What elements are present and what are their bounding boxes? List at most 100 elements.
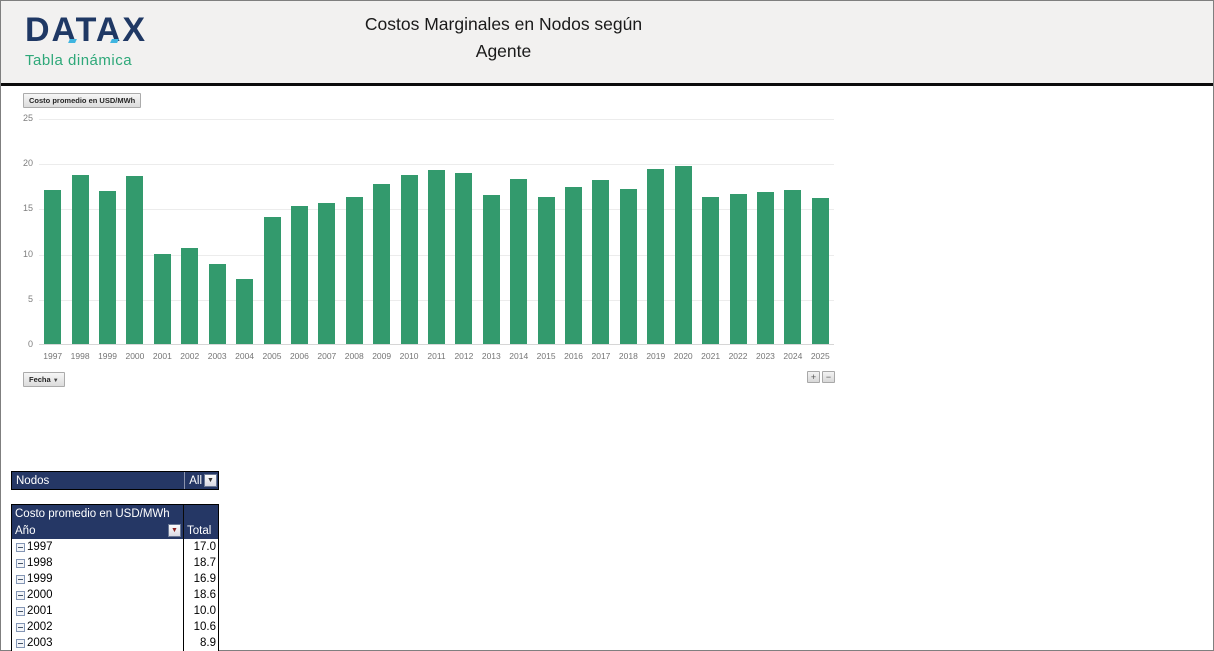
x-axis-label: 2002	[180, 351, 200, 361]
x-axis-label: 2021	[701, 351, 721, 361]
year-label: 1998	[27, 557, 53, 569]
table-row: 1999 16.9	[12, 571, 218, 587]
x-axis-label: 2005	[262, 351, 282, 361]
page-title: Costos Marginales en Nodos según Agente	[1, 11, 1006, 65]
pivot-table: Costo promedio en USD/MWh Año ▼ Total 19…	[11, 504, 219, 651]
x-axis-label: 2007	[317, 351, 337, 361]
chart-plot-area	[39, 119, 834, 345]
x-axis-label: 1997	[43, 351, 63, 361]
x-axis-label: 2025	[810, 351, 830, 361]
x-axis-label: 2015	[536, 351, 556, 361]
table-row: 1998 18.7	[12, 555, 218, 571]
logo: DATAX Tabla dinámica	[25, 11, 148, 69]
bar-2003	[208, 263, 226, 344]
pivot-title-empty-cell	[183, 505, 218, 522]
pivot-chart: Costo promedio en USD/MWh 0 5 10 15 20 25 199…	[1, 89, 851, 391]
chevron-down-icon: ▼	[207, 477, 214, 484]
x-axis-label: 2024	[783, 351, 803, 361]
x-axis-label: 2009	[372, 351, 392, 361]
bar-2025	[811, 197, 829, 344]
x-axis-label: 2010	[399, 351, 419, 361]
collapse-box-icon[interactable]	[16, 638, 25, 648]
x-axis-label: 2008	[344, 351, 364, 361]
bar-2001	[153, 253, 171, 344]
bar-2023	[756, 192, 774, 344]
x-axis-label: 2001	[152, 351, 172, 361]
filter-value: All	[189, 474, 202, 487]
x-axis-label: 2014	[509, 351, 529, 361]
expand-field-button[interactable]: +	[807, 371, 820, 383]
year-label: 1997	[27, 541, 53, 553]
table-row: 2001 10.0	[12, 603, 218, 619]
y-axis-label: 10	[22, 248, 33, 259]
bar-1999	[99, 191, 117, 344]
value-field-button[interactable]: Costo promedio en USD/MWh	[23, 93, 142, 108]
x-axis-label: 2006	[289, 351, 309, 361]
bar-2016	[565, 186, 583, 344]
total-cell: 8.9	[183, 635, 218, 651]
bar-2014	[510, 179, 528, 344]
bar-1998	[71, 174, 89, 344]
x-axis-label: 2017	[591, 351, 611, 361]
chevron-down-icon: ▼	[52, 378, 59, 384]
x-axis-label: 2022	[728, 351, 748, 361]
year-cell: 2003	[12, 635, 183, 651]
table-row: 2000 18.6	[12, 587, 218, 603]
year-label: 2002	[27, 621, 53, 633]
header-band: DATAX Tabla dinámica Costos Marginales e…	[1, 1, 1213, 86]
logo-subtitle: Tabla dinámica	[25, 51, 133, 69]
bar-2004	[236, 278, 254, 344]
bar-2009	[373, 184, 391, 344]
table-row: 2003 8.9	[12, 635, 218, 651]
x-axis-label: 2000	[125, 351, 145, 361]
collapse-box-icon[interactable]	[16, 542, 25, 552]
total-cell: 18.7	[183, 555, 218, 571]
x-axis-label: 1998	[70, 351, 90, 361]
x-axis-label: 2003	[207, 351, 227, 361]
bar-2017	[592, 180, 610, 344]
report-filter: Nodos All ▼	[11, 471, 219, 490]
year-cell: 2002	[12, 619, 183, 635]
x-axis-label: 2018	[618, 351, 638, 361]
collapse-box-icon[interactable]	[16, 558, 25, 568]
bar-2021	[702, 196, 720, 344]
value-header-cell: Total	[183, 522, 218, 539]
year-label: 2001	[27, 605, 53, 617]
collapse-box-icon[interactable]	[16, 622, 25, 632]
bar-2019	[647, 168, 665, 344]
collapse-box-icon[interactable]	[16, 606, 25, 616]
y-axis-label: 25	[22, 113, 33, 123]
row-header-dropdown-button[interactable]: ▼	[168, 524, 181, 537]
collapse-field-button[interactable]: −	[822, 371, 835, 383]
collapse-box-icon[interactable]	[16, 574, 25, 584]
axis-field-button[interactable]: Fecha ▼	[23, 372, 65, 387]
y-axis-label: 15	[22, 203, 33, 214]
y-axis-label: 5	[27, 293, 33, 304]
table-row: 2002 10.6	[12, 619, 218, 635]
row-header-cell: Año ▼	[12, 522, 183, 539]
bar-2020	[674, 165, 692, 344]
axis-field-label: Fecha	[29, 375, 51, 384]
bar-2002	[181, 248, 199, 344]
bar-2011	[428, 170, 445, 344]
bar-2022	[729, 193, 747, 344]
row-header-label: Año	[15, 524, 36, 537]
year-cell: 1997	[12, 539, 183, 555]
year-cell: 1998	[12, 555, 183, 571]
x-axis-label: 2023	[755, 351, 775, 361]
bar-2005	[263, 216, 281, 344]
logo-text: DATAX	[25, 11, 148, 49]
year-cell: 2001	[12, 603, 183, 619]
page-title-line2: Agente	[475, 41, 532, 62]
collapse-box-icon[interactable]	[16, 590, 25, 600]
year-label: 1999	[27, 573, 53, 585]
gridline	[39, 119, 834, 120]
year-cell: 2000	[12, 587, 183, 603]
filter-label: Nodos	[16, 474, 50, 487]
bar-2015	[537, 196, 555, 344]
chevron-down-icon: ▼	[171, 527, 178, 534]
x-axis-label: 2013	[481, 351, 501, 361]
bar-2007	[318, 202, 336, 344]
filter-dropdown-button[interactable]: ▼	[204, 474, 217, 487]
year-label: 2003	[27, 637, 53, 649]
